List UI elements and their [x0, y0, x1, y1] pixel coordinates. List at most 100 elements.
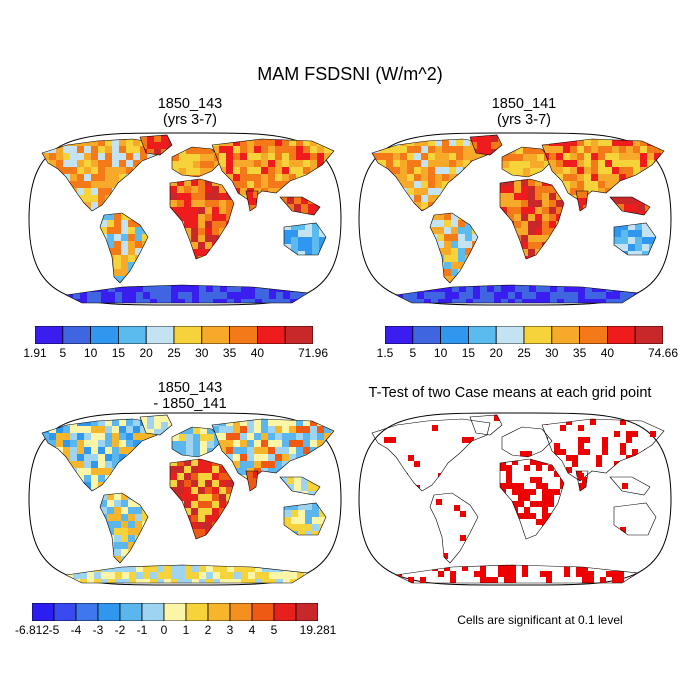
map-cell — [219, 487, 227, 495]
map-cell — [84, 461, 92, 469]
map-cell — [205, 179, 213, 187]
map-cell — [414, 174, 422, 182]
map-cell — [133, 146, 141, 154]
map-cell — [428, 139, 436, 147]
map-cell — [491, 135, 499, 143]
map-cell — [484, 142, 492, 150]
map-cell — [528, 235, 536, 243]
map-cell — [114, 521, 122, 529]
map-cell — [115, 292, 123, 300]
map-cell — [177, 473, 185, 481]
map-cell — [570, 181, 578, 189]
map-cell — [206, 565, 214, 573]
map-cell — [212, 186, 220, 194]
colorbar-box — [495, 326, 525, 344]
map-cell — [528, 221, 536, 229]
map-cell — [528, 214, 536, 222]
map-cell — [431, 299, 439, 303]
map-cell — [206, 285, 214, 293]
map-cell — [247, 146, 255, 154]
map-cell — [128, 220, 136, 228]
map-cell — [198, 179, 206, 187]
colorbar-box — [523, 326, 553, 344]
map-cell — [184, 179, 192, 187]
map-cell — [528, 228, 536, 236]
significant-cell — [500, 465, 506, 471]
map-cell — [171, 579, 179, 583]
significant-cell — [414, 461, 420, 467]
map-cell — [198, 228, 206, 236]
map-cell — [191, 515, 199, 523]
map-cell — [614, 230, 622, 238]
map-cell — [269, 579, 277, 583]
significance-note: Cells are significant at 0.1 level — [457, 613, 623, 627]
map-cell — [255, 565, 263, 573]
map-cell — [112, 146, 120, 154]
map-cell — [212, 487, 220, 495]
map-cell — [107, 248, 115, 256]
map-cell — [200, 168, 208, 176]
map-cell — [191, 207, 199, 215]
map-cell — [535, 235, 543, 243]
map-cell — [119, 139, 127, 147]
map-cell — [410, 299, 418, 303]
map-cell — [212, 480, 220, 488]
map-cell — [84, 202, 92, 210]
map-cell — [276, 292, 284, 300]
map-cell — [430, 220, 438, 228]
map-cell — [98, 167, 106, 175]
map-cell — [635, 223, 643, 231]
map-cell — [331, 440, 334, 448]
map-cell — [661, 153, 664, 161]
map-cell — [324, 433, 332, 441]
map-cell — [543, 292, 551, 300]
map-cell — [170, 466, 178, 474]
map-cell — [449, 167, 457, 175]
map-cell — [442, 146, 450, 154]
map-cell — [177, 494, 185, 502]
map-cell — [324, 146, 332, 154]
colorbar-tick-label: 3 — [226, 623, 234, 637]
map-cell — [500, 186, 508, 194]
map-cell — [213, 572, 221, 580]
coastline — [171, 146, 223, 178]
map-cell — [465, 234, 473, 242]
map-cell — [633, 139, 641, 147]
map-cell — [107, 241, 115, 249]
map-cell — [452, 299, 460, 303]
map-cell — [246, 485, 254, 491]
map-cell — [112, 447, 120, 455]
significant-cell — [524, 489, 530, 495]
map-cell — [112, 167, 120, 175]
map-cell — [317, 433, 325, 441]
map-cell — [319, 237, 326, 245]
map-cell — [240, 160, 248, 168]
map-cell — [179, 434, 187, 442]
map-cell — [633, 160, 641, 168]
map-cell — [640, 139, 648, 147]
map-cell — [147, 433, 155, 441]
significant-cell — [526, 451, 532, 457]
map-cell — [477, 153, 485, 161]
map-cell — [549, 221, 557, 229]
map-cell — [451, 262, 459, 270]
map-cell — [298, 531, 306, 535]
colorbar-box — [119, 603, 143, 621]
significant-cell — [494, 415, 500, 421]
map-cell — [515, 299, 523, 303]
map-cell — [114, 220, 122, 228]
map-cell — [87, 292, 95, 300]
coastline — [41, 418, 161, 492]
map-cell — [529, 285, 537, 293]
colorbar-box — [440, 326, 469, 344]
map-cell — [619, 160, 627, 168]
map-cell — [647, 153, 655, 161]
map-cell — [312, 524, 320, 532]
map-cell — [143, 299, 151, 303]
map-cell — [514, 200, 522, 208]
map-cell — [240, 447, 248, 455]
map-cell — [421, 139, 429, 147]
map-cell — [193, 448, 201, 456]
map-cell — [386, 146, 394, 154]
map-cell — [437, 227, 445, 235]
